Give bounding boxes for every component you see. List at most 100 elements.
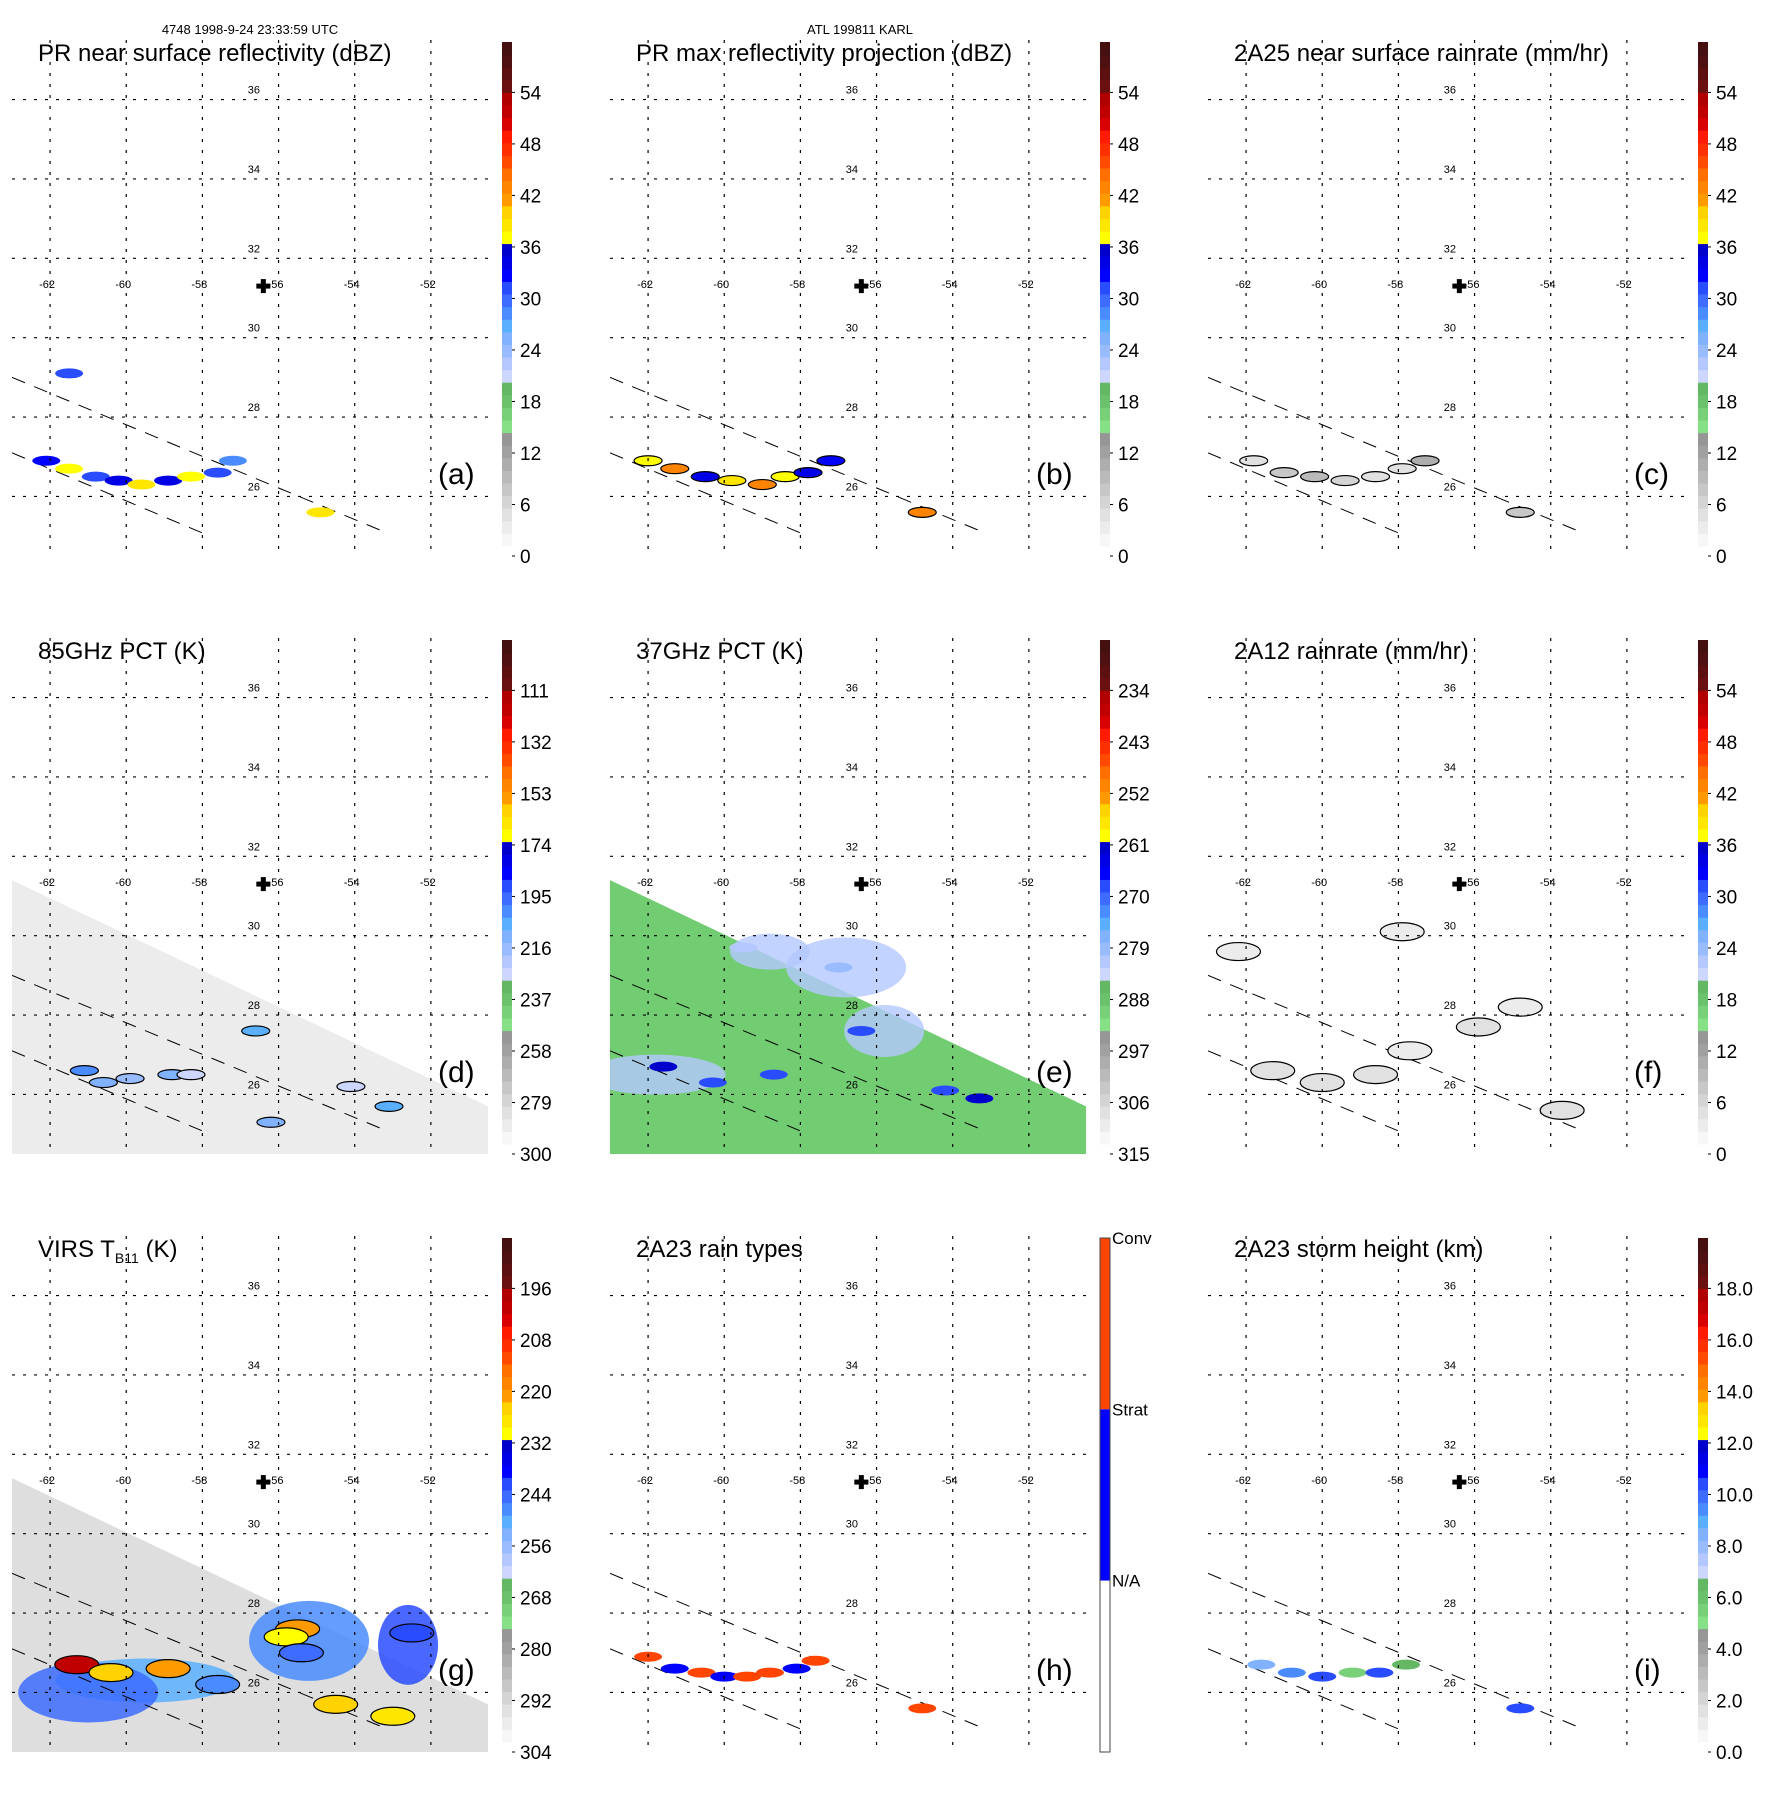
- colorbar-swatch: [1100, 142, 1110, 156]
- colorbar-swatch: [1100, 955, 1110, 969]
- colorbar-swatch: [1698, 1553, 1708, 1567]
- colorbar-swatch: [1698, 740, 1708, 754]
- colorbar-swatch: [1698, 1093, 1708, 1107]
- map-plot-d: -62 -60 -58 -56 -54 -523634323028261111321531…: [12, 638, 552, 1166]
- colorbar-swatch: [1100, 728, 1110, 742]
- lat-tick-label: 26: [248, 1677, 260, 1689]
- colorbar-swatch: [502, 168, 512, 182]
- rain-feature: [88, 1663, 134, 1683]
- panel-title: 85GHz PCT (K): [38, 638, 206, 666]
- lat-tick-label: 36: [846, 1281, 858, 1293]
- colorbar-swatch: [1698, 753, 1708, 767]
- lat-tick-label: 34: [248, 762, 260, 774]
- colorbar-tick-label: 268: [520, 1588, 552, 1609]
- colorbar-swatch: [1698, 1565, 1708, 1579]
- rain-feature: [176, 1069, 206, 1081]
- colorbar-swatch: [1698, 142, 1708, 156]
- lon-tick-label: -56: [1464, 877, 1480, 889]
- lon-tick-label: -52: [1616, 279, 1632, 291]
- colorbar-swatch: [502, 690, 512, 704]
- colorbar-tick-label: 42: [1716, 784, 1737, 805]
- colorbar-swatch: [1698, 1250, 1708, 1264]
- colorbar-swatch: [502, 1704, 512, 1718]
- colorbar-tick-label: 12: [1118, 444, 1139, 465]
- pr-swath-edge: [1208, 1050, 1407, 1135]
- rain-feature: [1360, 471, 1391, 483]
- warm-patch: [729, 933, 810, 970]
- panel-label: (h): [1036, 1654, 1073, 1687]
- lon-tick-label: -62: [1235, 877, 1251, 889]
- lon-tick-label: -58: [191, 877, 207, 889]
- colorbar-tick-label: 237: [520, 990, 552, 1011]
- rain-feature: [336, 1080, 366, 1093]
- lat-tick-label: 28: [1444, 1598, 1456, 1610]
- lon-tick-label: -56: [268, 877, 284, 889]
- plus-marker-icon: [256, 1475, 271, 1490]
- colorbar-swatch: [502, 193, 512, 207]
- colorbar-swatch: [1100, 980, 1110, 994]
- colorbar-swatch: [1100, 54, 1110, 68]
- rain-feature: [313, 1694, 359, 1714]
- colorbar-tick-label: 10.0: [1716, 1485, 1753, 1506]
- lon-tick-label: -54: [344, 1475, 360, 1487]
- colorbar-swatch: [1698, 394, 1708, 408]
- lat-tick-label: 32: [248, 243, 260, 255]
- colorbar-swatch: [1698, 980, 1708, 994]
- panel-d: -62 -60 -58 -56 -54 -52 36 34 32 30 28 26 111 132 153 1…: [0, 598, 590, 1166]
- lon-tick-label: -56: [268, 279, 284, 291]
- colorbar-swatch: [1698, 1043, 1708, 1057]
- colorbar-tick-label: N/A: [1112, 1572, 1141, 1591]
- colorbar-swatch: [1100, 703, 1110, 717]
- colorbar-tick-label: 196: [520, 1279, 552, 1300]
- colorbar-i: 18.0 16.0 14.0 12.0 10.0 8.0 6.0 4.0 2.0 0.0: [1698, 1238, 1753, 1764]
- plus-marker-icon: [1452, 877, 1467, 892]
- colorbar-swatch: [502, 728, 512, 742]
- colorbar-swatch: [1698, 1376, 1708, 1390]
- colorbar-swatch: [502, 105, 512, 119]
- rain-feature: [1392, 1659, 1421, 1670]
- colorbar-swatch: [1698, 1401, 1708, 1415]
- colorbar-swatch: [1100, 1131, 1110, 1145]
- colorbar-swatch: [1100, 1081, 1110, 1095]
- lon-tick-label: -58: [1387, 279, 1403, 291]
- lon-tick-label: -58: [789, 877, 805, 889]
- colorbar-tick-label: 24: [1118, 341, 1140, 362]
- colorbar-swatch: [1698, 1427, 1708, 1441]
- colorbar-tick-label: 292: [520, 1691, 552, 1712]
- colorbar-swatch: [1698, 829, 1708, 843]
- colorbar-swatch: [502, 1427, 512, 1441]
- colorbar-swatch: [1698, 205, 1708, 219]
- colorbar-swatch: [502, 1616, 512, 1630]
- colorbar-e: 234 243 252 261 270 279 288 297 306 315: [1100, 640, 1150, 1166]
- lon-tick-label: -58: [191, 279, 207, 291]
- lat-tick-label: 26: [846, 1079, 858, 1091]
- colorbar-swatch: [1698, 180, 1708, 194]
- colorbar-swatch: [502, 1288, 512, 1302]
- lon-tick-label: -60: [1311, 877, 1327, 889]
- colorbar-tick-label: 258: [520, 1042, 552, 1063]
- colorbar-swatch: [502, 1313, 512, 1327]
- rain-feature: [816, 455, 846, 467]
- panel-title-text: PR max reflectivity projection (dBZ): [636, 40, 1013, 67]
- colorbar-tick-label: 153: [520, 784, 552, 805]
- lon-tick-label: -56: [1464, 1475, 1480, 1487]
- panel-label: (c): [1634, 458, 1669, 491]
- lat-tick-label: 28: [846, 402, 858, 414]
- rain-feature: [690, 471, 720, 483]
- cloud-patch: [249, 1600, 370, 1681]
- rain-feature: [203, 467, 232, 478]
- colorbar-tick-label: 0.0: [1716, 1743, 1742, 1764]
- colorbar-swatch: [502, 1301, 512, 1315]
- colorbar-swatch: [1698, 54, 1708, 68]
- lon-tick-label: -62: [1235, 279, 1251, 291]
- colorbar-swatch: [502, 1081, 512, 1095]
- colorbar-swatch: [1698, 665, 1708, 679]
- colorbar-swatch: [502, 1093, 512, 1107]
- colorbar-swatch: [1698, 1081, 1708, 1095]
- lat-tick-label: 30: [1444, 1519, 1456, 1531]
- rain-feature: [1497, 997, 1543, 1017]
- panel-label: (i): [1634, 1654, 1661, 1687]
- colorbar-tick-label: Strat: [1112, 1400, 1148, 1419]
- colorbar-swatch: [1698, 1301, 1708, 1315]
- colorbar-b: 54 48 42 36 30 24 18 12 6 0: [1100, 42, 1140, 568]
